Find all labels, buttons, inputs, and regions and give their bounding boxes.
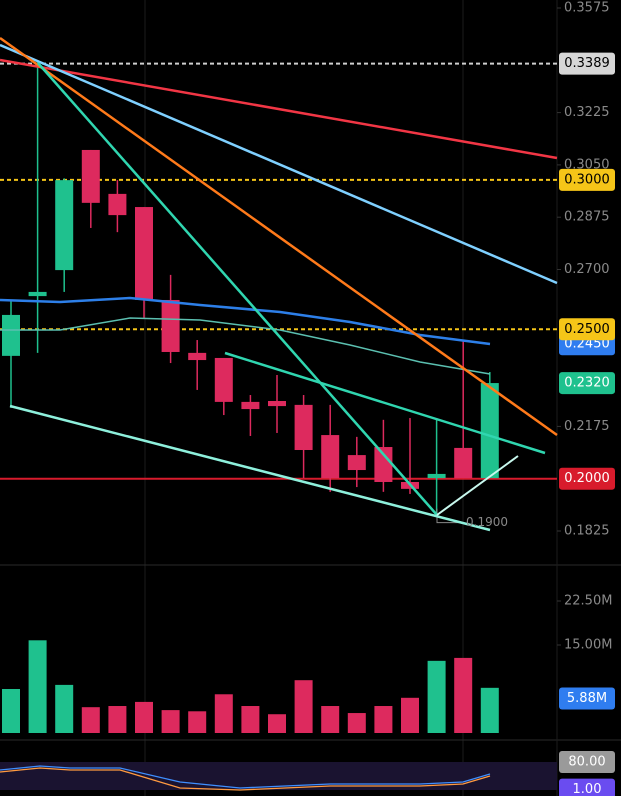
y-tick-label: 0.2875 [564, 210, 610, 225]
candle-body [135, 207, 153, 300]
price-badge-label: 0.3000 [564, 172, 610, 187]
candle-body [321, 435, 340, 479]
y-tick-label: 15.00M [564, 638, 612, 653]
trend-line [224, 351, 546, 455]
ma-line [0, 296, 491, 346]
price-badge [559, 372, 615, 395]
candle-body [188, 352, 207, 361]
candle-body [347, 455, 366, 471]
drawings [0, 36, 558, 791]
volume-bar [28, 640, 47, 733]
volume-bar [55, 684, 74, 733]
candle-body [480, 383, 499, 479]
price-badge-label: 0.2320 [564, 376, 610, 391]
y-tick-label: 0.2700 [564, 262, 610, 277]
volume-bar [294, 680, 313, 733]
ma-line [0, 317, 491, 375]
candle-body [28, 291, 47, 297]
price-badge [559, 467, 615, 490]
price-badge [559, 168, 615, 191]
candle-body [427, 473, 446, 479]
price-badge-label: 0.2450 [564, 337, 610, 352]
price-badge [559, 751, 615, 773]
y-tick-label: 0.2175 [564, 419, 610, 434]
candle-body [294, 404, 313, 451]
volume-bar [135, 701, 153, 733]
candle-body [108, 193, 127, 216]
price-badge-label: 0.3389 [564, 56, 610, 71]
price-badge [559, 778, 615, 796]
y-tick-label: 0.3225 [564, 105, 610, 120]
volume-bar [108, 706, 127, 733]
volume-bar [241, 706, 260, 733]
volume-bar [81, 707, 100, 733]
y-tick-label: 22.50M [564, 594, 612, 609]
volume-bar [454, 657, 473, 733]
price-badge [559, 52, 615, 75]
candle-body [55, 180, 74, 271]
volume-bar [427, 660, 446, 733]
candle-body [241, 401, 260, 410]
volume-bar [480, 687, 499, 733]
volume-bar [321, 706, 340, 733]
y-tick-label: 0.1825 [564, 524, 610, 539]
price-badge [559, 687, 615, 710]
price-badge [559, 318, 615, 341]
volume-bar [268, 714, 286, 733]
volume-bar [188, 711, 207, 733]
price-badge-label: 80.00 [568, 755, 605, 770]
annotation-label: 0.1900 [466, 515, 508, 529]
osc-band [0, 762, 557, 790]
osc-line [0, 765, 491, 789]
candle-body [214, 357, 233, 402]
y-tick-label: 0.3050 [564, 157, 610, 172]
trend-line [9, 404, 491, 532]
price-badge-label: 0.2500 [564, 322, 610, 337]
volume-bar [161, 710, 180, 733]
y-tick-label: 0.3575 [564, 1, 610, 16]
osc-line [0, 767, 491, 791]
volume-bar [214, 694, 233, 733]
candle-body [2, 314, 20, 356]
candle-body [268, 400, 286, 407]
price-badge-label: 5.88M [567, 691, 607, 706]
trend-line [0, 36, 558, 437]
trend-line [0, 43, 558, 285]
candle-body [454, 447, 473, 479]
volume-bar [2, 689, 20, 733]
price-badge-label: 0.2000 [564, 471, 610, 486]
trend-line [37, 62, 438, 516]
trend-line [436, 455, 519, 516]
price-badge-label: 1.00 [573, 782, 602, 796]
volume-bar [374, 706, 393, 733]
candle-body [161, 299, 180, 352]
volume-bar [401, 697, 419, 733]
candle-body [81, 149, 100, 203]
volume-bar [347, 713, 366, 733]
candle-body [374, 447, 393, 482]
trend-line [0, 58, 558, 160]
